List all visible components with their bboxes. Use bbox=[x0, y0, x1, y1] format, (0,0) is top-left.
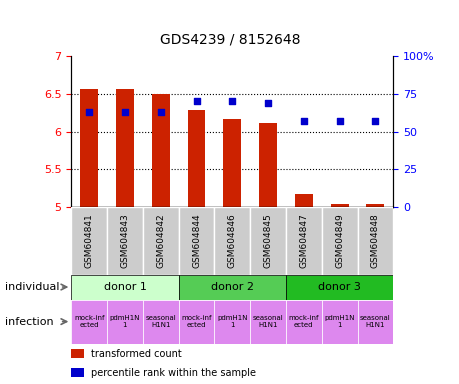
Point bbox=[121, 109, 129, 115]
Bar bbox=[357, 300, 392, 344]
Bar bbox=[223, 119, 241, 207]
Bar bbox=[107, 300, 143, 344]
Bar bbox=[107, 207, 143, 275]
Text: GSM604849: GSM604849 bbox=[335, 214, 343, 268]
Bar bbox=[366, 204, 384, 207]
Bar bbox=[285, 275, 392, 300]
Bar bbox=[178, 207, 214, 275]
Bar bbox=[178, 275, 285, 300]
Bar bbox=[330, 204, 348, 207]
Text: GSM604847: GSM604847 bbox=[299, 214, 308, 268]
Bar bbox=[143, 207, 178, 275]
Bar bbox=[258, 123, 276, 207]
Text: mock-inf
ected: mock-inf ected bbox=[288, 315, 319, 328]
Text: mock-inf
ected: mock-inf ected bbox=[181, 315, 211, 328]
Text: GSM604844: GSM604844 bbox=[191, 214, 201, 268]
Bar bbox=[187, 110, 205, 207]
Bar bbox=[321, 300, 357, 344]
Text: GSM604848: GSM604848 bbox=[370, 214, 379, 268]
Bar bbox=[321, 207, 357, 275]
Bar bbox=[71, 275, 178, 300]
Bar bbox=[214, 300, 250, 344]
Text: GSM604842: GSM604842 bbox=[156, 214, 165, 268]
Bar bbox=[250, 300, 285, 344]
Bar bbox=[178, 300, 214, 344]
Text: infection: infection bbox=[5, 316, 53, 327]
Text: percentile rank within the sample: percentile rank within the sample bbox=[90, 367, 255, 377]
Text: GDS4239 / 8152648: GDS4239 / 8152648 bbox=[159, 32, 300, 46]
Text: pdmH1N
1: pdmH1N 1 bbox=[217, 315, 247, 328]
Point bbox=[300, 118, 307, 124]
Bar bbox=[116, 89, 134, 207]
Text: individual: individual bbox=[5, 282, 59, 292]
Point bbox=[335, 118, 342, 124]
Text: GSM604841: GSM604841 bbox=[84, 214, 94, 268]
Point bbox=[264, 99, 271, 106]
Text: mock-inf
ected: mock-inf ected bbox=[74, 315, 104, 328]
Text: GSM604846: GSM604846 bbox=[227, 214, 236, 268]
Bar bbox=[71, 349, 84, 358]
Text: GSM604845: GSM604845 bbox=[263, 214, 272, 268]
Text: seasonal
H1N1: seasonal H1N1 bbox=[145, 315, 176, 328]
Text: pdmH1N
1: pdmH1N 1 bbox=[110, 315, 140, 328]
Bar bbox=[357, 207, 392, 275]
Bar bbox=[151, 94, 169, 207]
Bar bbox=[214, 207, 250, 275]
Text: pdmH1N
1: pdmH1N 1 bbox=[324, 315, 354, 328]
Bar bbox=[71, 300, 107, 344]
Bar bbox=[143, 300, 178, 344]
Bar bbox=[250, 207, 285, 275]
Bar bbox=[285, 207, 321, 275]
Point bbox=[228, 98, 235, 104]
Text: seasonal
H1N1: seasonal H1N1 bbox=[359, 315, 390, 328]
Bar bbox=[285, 300, 321, 344]
Bar bbox=[294, 194, 312, 207]
Text: donor 1: donor 1 bbox=[103, 282, 146, 292]
Text: donor 2: donor 2 bbox=[210, 282, 253, 292]
Bar bbox=[80, 89, 98, 207]
Point bbox=[192, 98, 200, 104]
Text: donor 3: donor 3 bbox=[318, 282, 360, 292]
Bar bbox=[71, 368, 84, 377]
Point bbox=[85, 109, 93, 115]
Text: seasonal
H1N1: seasonal H1N1 bbox=[252, 315, 283, 328]
Bar bbox=[71, 207, 107, 275]
Text: GSM604843: GSM604843 bbox=[120, 214, 129, 268]
Point bbox=[157, 109, 164, 115]
Text: transformed count: transformed count bbox=[90, 349, 181, 359]
Point bbox=[371, 118, 378, 124]
